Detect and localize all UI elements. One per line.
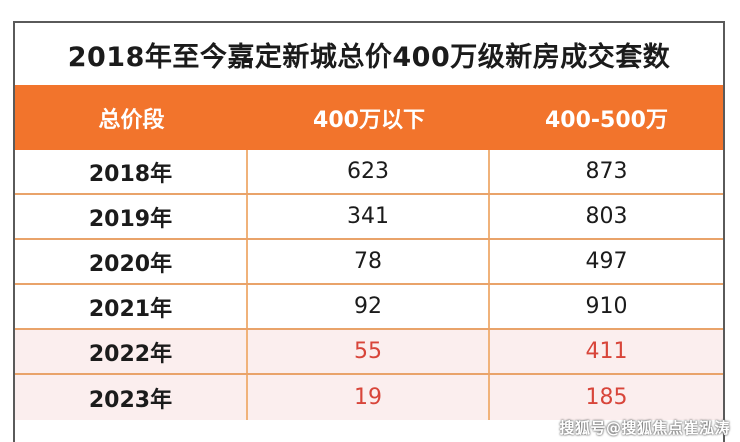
range-400-500-cell: 910 — [585, 294, 628, 319]
year-cell: 2018年 — [15, 150, 248, 193]
year-cell: 2021年 — [15, 285, 248, 328]
range-400-500-cell: 497 — [585, 249, 628, 274]
table-row-highlighted: 2022年 55 411 — [15, 330, 723, 375]
under-400-cell: 19 — [248, 375, 490, 420]
under-400-cell: 623 — [248, 150, 490, 193]
under-400-cell: 78 — [248, 240, 490, 283]
watermark-text: 搜狐号@搜狐焦点崔泓涛 — [559, 419, 730, 437]
under-400-cell: 55 — [248, 330, 490, 373]
table-row: 2019年 341 803 — [15, 195, 723, 240]
table-row: 2020年 78 497 — [15, 240, 723, 285]
table-row: 2018年 623 873 — [15, 150, 723, 195]
header-400-500: 400-500万 — [545, 107, 668, 133]
year-cell: 2020年 — [15, 240, 248, 283]
range-400-500-cell: 411 — [585, 339, 628, 364]
range-400-500-cell: 803 — [585, 204, 628, 229]
table-row: 2021年 92 910 — [15, 285, 723, 330]
range-400-500-cell: 185 — [585, 385, 628, 410]
header-under-400: 400万以下 — [313, 107, 425, 133]
year-cell: 2019年 — [15, 195, 248, 238]
table-row-highlighted: 2023年 19 185 — [15, 375, 723, 420]
year-cell: 2022年 — [15, 330, 248, 373]
year-cell: 2023年 — [15, 375, 248, 420]
under-400-cell: 341 — [248, 195, 490, 238]
data-table: 2018年至今嘉定新城总价400万级新房成交套数 总价段 400万以下 400-… — [13, 21, 725, 442]
table-header-row: 总价段 400万以下 400-500万 — [15, 85, 723, 150]
header-price-range: 总价段 — [98, 107, 165, 133]
under-400-cell: 92 — [248, 285, 490, 328]
range-400-500-cell: 873 — [585, 159, 628, 184]
table-title: 2018年至今嘉定新城总价400万级新房成交套数 — [67, 41, 671, 73]
